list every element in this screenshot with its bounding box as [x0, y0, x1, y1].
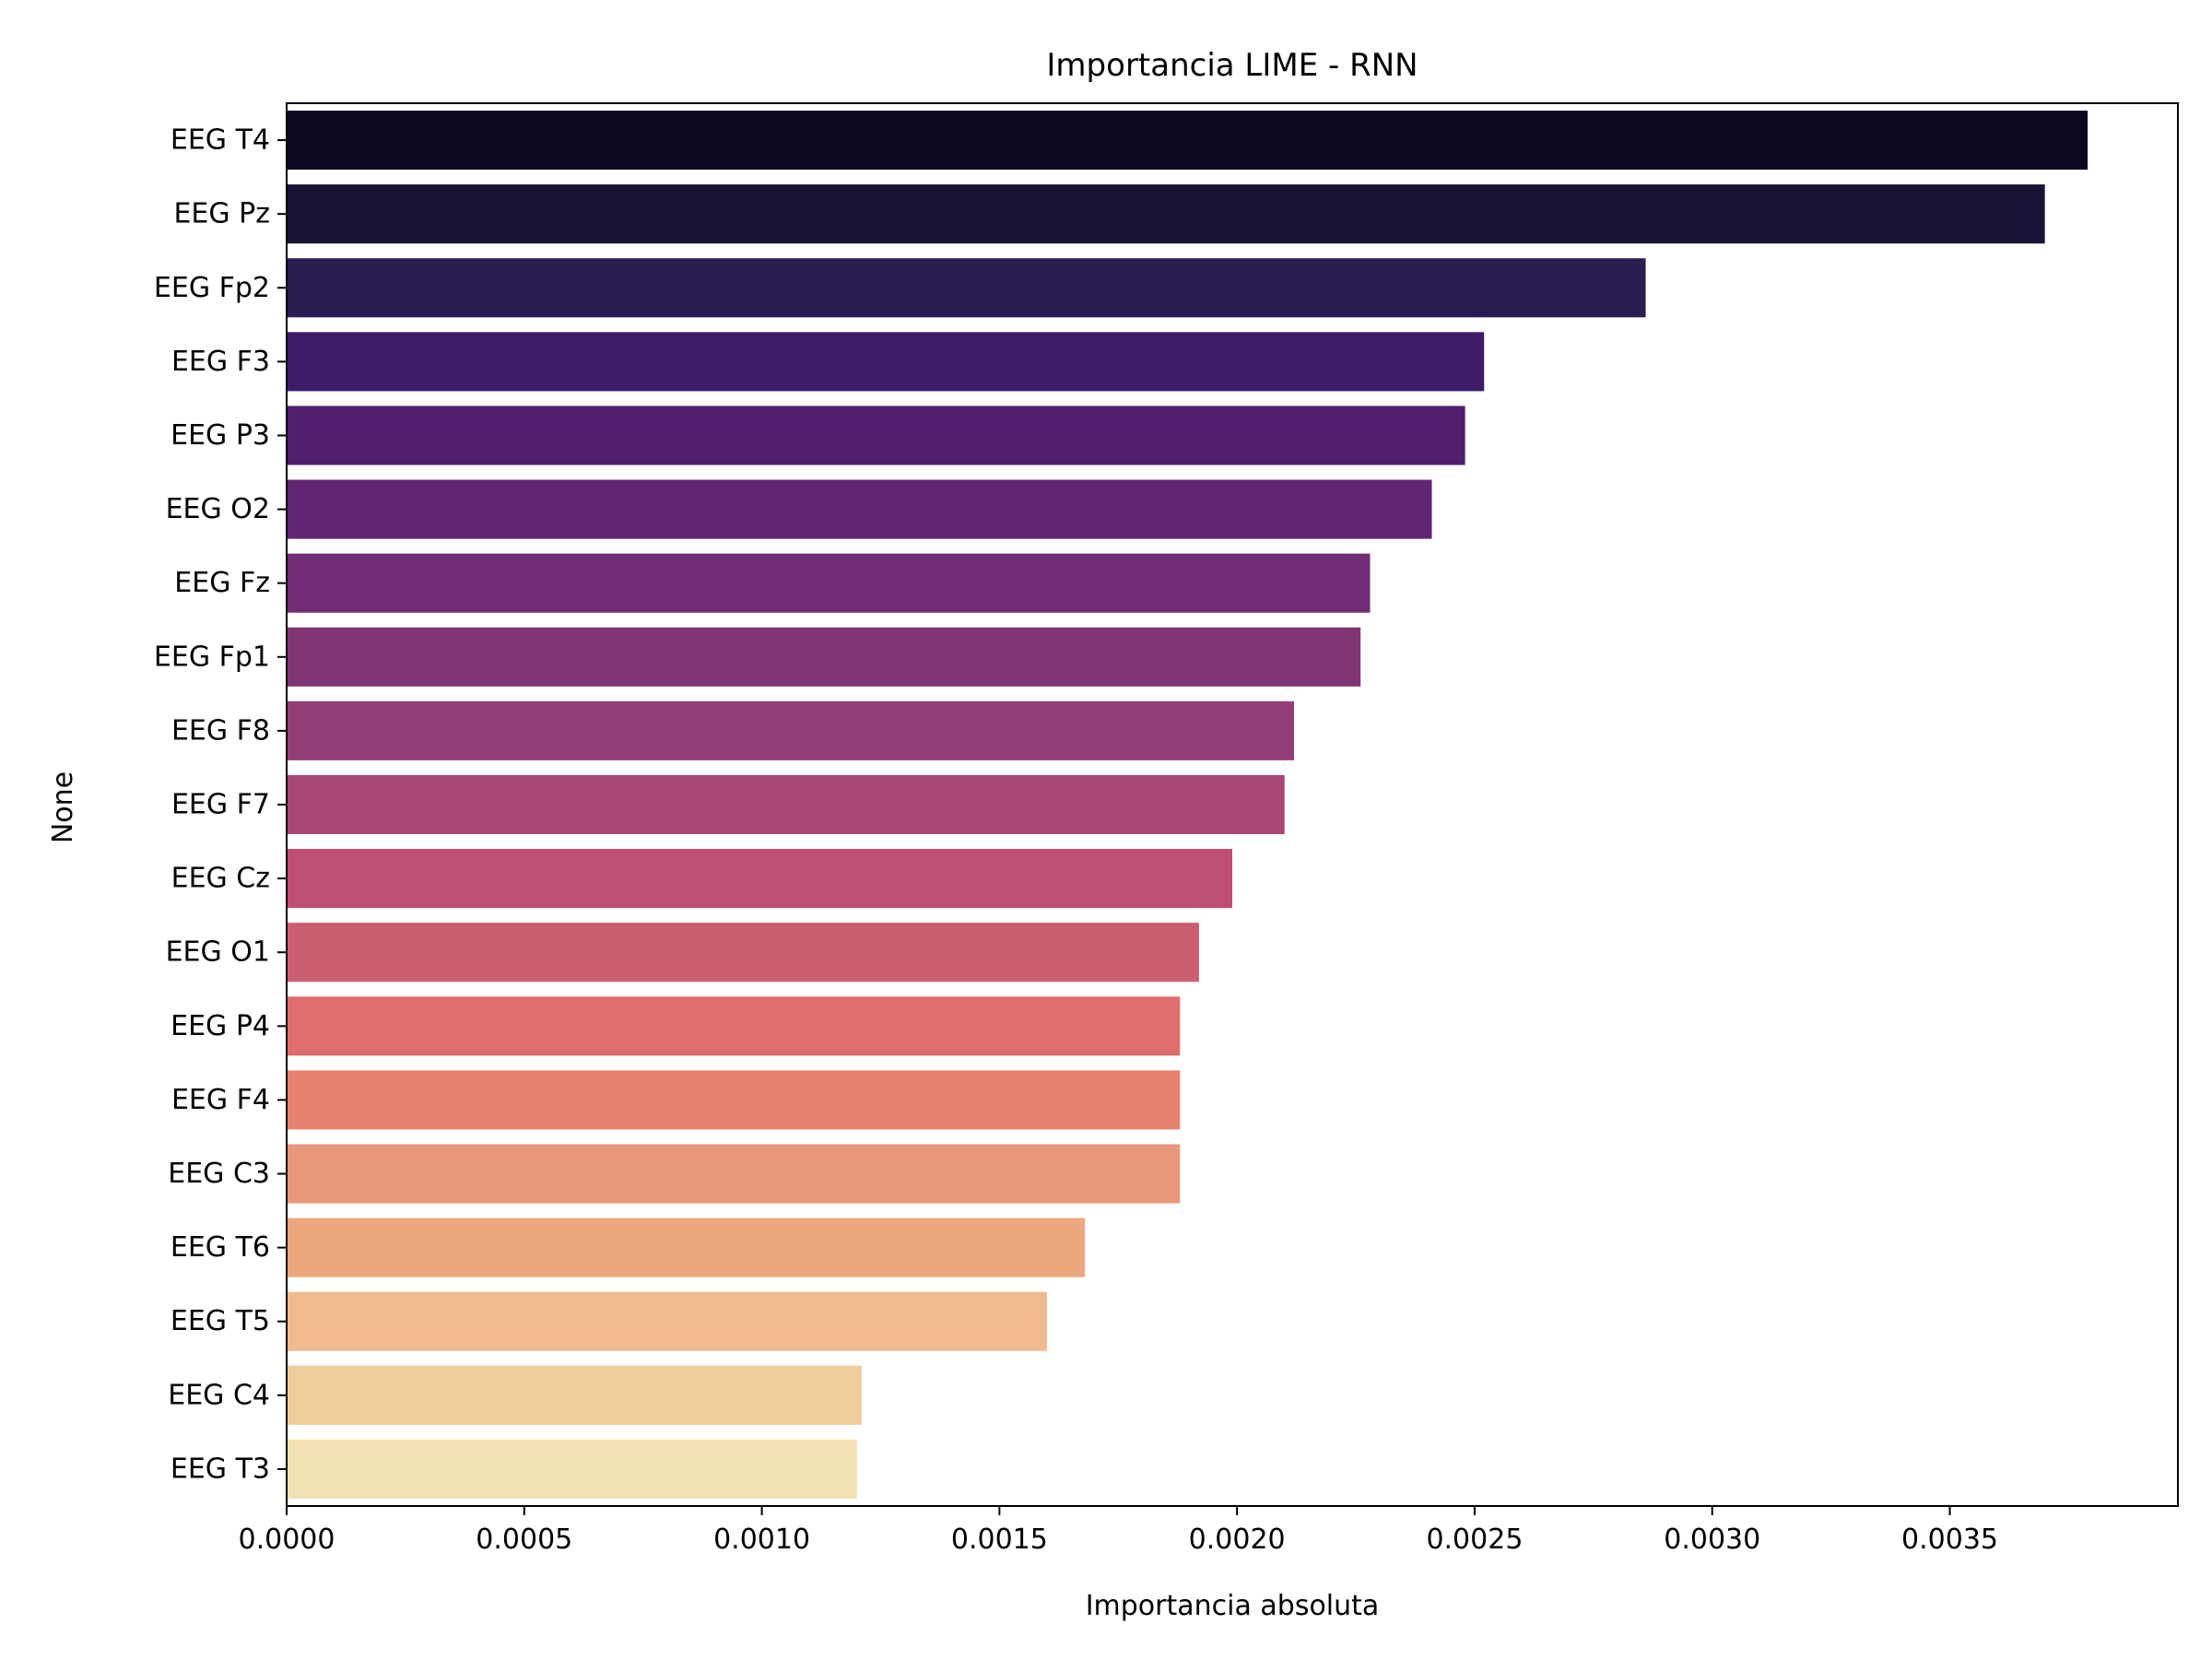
x-tick-label: 0.0010	[713, 1524, 810, 1556]
bar	[287, 553, 1371, 613]
bar	[287, 258, 1646, 318]
plot-frame	[286, 102, 2179, 1507]
y-tick-label: EEG Cz	[171, 863, 270, 895]
x-tick-label: 0.0035	[1901, 1524, 1998, 1556]
y-tick-label: EEG Fz	[174, 567, 270, 599]
y-tick-label: EEG F3	[171, 346, 270, 378]
bar	[287, 332, 1485, 392]
y-tick-label: EEG F8	[171, 714, 270, 747]
bar	[287, 1439, 857, 1499]
bar	[287, 1365, 862, 1425]
bar	[287, 774, 1285, 835]
x-tick-label: 0.0030	[1664, 1524, 1760, 1556]
x-axis-ticks: 0.0000 0.0005 0.0010 0.0015 0.0020 0.0025 0.00…	[239, 1506, 1998, 1556]
bars	[287, 111, 2088, 1499]
y-tick-label: EEG P3	[171, 419, 270, 452]
bar	[287, 849, 1232, 909]
y-axis-ticks: EEG T4 EEG Pz EEG Fp2 EEG F3 EEG P3 EEG O2 EEG…	[154, 124, 287, 1485]
chart-title: Importancia LIME - RNN	[1046, 47, 1418, 84]
x-tick-label: 0.0000	[239, 1524, 335, 1556]
y-axis-label: None	[47, 771, 79, 843]
y-tick-label: EEG C3	[168, 1158, 270, 1190]
y-tick-label: EEG C4	[168, 1379, 270, 1411]
y-tick-label: EEG P4	[171, 1010, 270, 1042]
x-tick-label: 0.0020	[1189, 1524, 1286, 1556]
y-tick-label: EEG O1	[166, 936, 270, 969]
x-tick-label: 0.0015	[951, 1524, 1048, 1556]
x-tick-label: 0.0005	[476, 1524, 572, 1556]
y-tick-label: EEG Fp1	[154, 641, 270, 673]
bar	[287, 479, 1432, 539]
y-tick-label: EEG F7	[171, 789, 270, 821]
y-tick-label: EEG T6	[171, 1231, 270, 1264]
bar	[287, 996, 1181, 1056]
bar	[287, 700, 1295, 760]
bar	[287, 406, 1465, 465]
x-axis-label: Importancia absoluta	[1086, 1590, 1380, 1622]
y-tick-label: EEG Pz	[173, 198, 270, 230]
bar	[287, 1144, 1181, 1204]
bar	[287, 923, 1199, 982]
y-tick-label: EEG O2	[166, 493, 270, 525]
y-tick-label: EEG T4	[171, 124, 270, 157]
bar	[287, 1218, 1086, 1277]
bar	[287, 184, 2045, 244]
bar	[287, 1291, 1047, 1351]
bar	[287, 627, 1361, 687]
y-tick-label: EEG T3	[171, 1453, 270, 1485]
y-tick-label: EEG Fp2	[154, 272, 270, 304]
y-tick-label: EEG F4	[171, 1084, 270, 1116]
bar	[287, 111, 2088, 171]
y-tick-label: EEG T5	[171, 1305, 270, 1337]
bar	[287, 1070, 1181, 1130]
x-tick-label: 0.0025	[1426, 1524, 1523, 1556]
